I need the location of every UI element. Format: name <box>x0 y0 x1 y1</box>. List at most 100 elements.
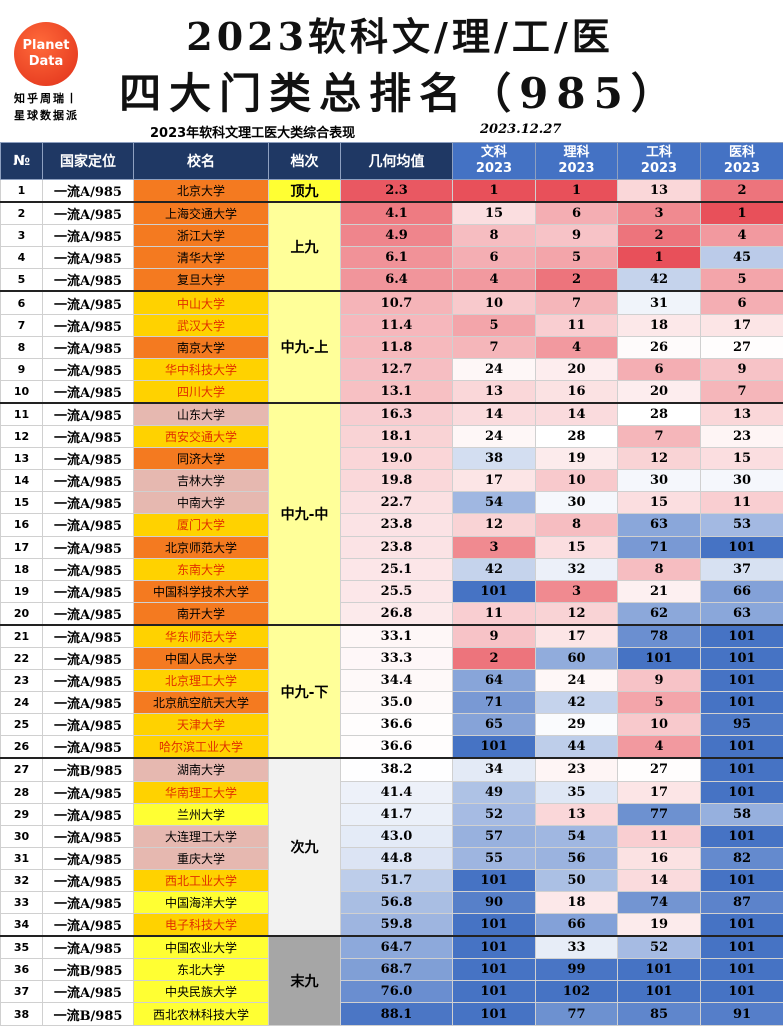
rank: 23 <box>536 758 618 781</box>
row-number: 25 <box>1 714 43 736</box>
geometric-mean: 68.7 <box>341 959 453 981</box>
position: 一流A/985 <box>43 914 134 937</box>
geometric-mean: 36.6 <box>341 714 453 736</box>
column-title: 校名 <box>134 151 268 171</box>
geometric-mean: 4.1 <box>341 202 453 225</box>
rank: 30 <box>618 470 701 492</box>
position: 一流A/985 <box>43 580 134 602</box>
geometric-mean: 38.2 <box>341 758 453 781</box>
school-name: 中山大学 <box>134 291 269 314</box>
rank: 15 <box>453 202 536 225</box>
rank: 12 <box>536 602 618 625</box>
column-year: 2023 <box>618 161 700 177</box>
rank: 12 <box>453 514 536 536</box>
row-number: 37 <box>1 981 43 1003</box>
school-name: 天津大学 <box>134 714 269 736</box>
rank: 53 <box>701 514 783 536</box>
position: 一流A/985 <box>43 847 134 869</box>
rank: 3 <box>453 536 536 558</box>
geometric-mean: 19.0 <box>341 448 453 470</box>
row-number: 21 <box>1 625 43 648</box>
title: 四大门类总排名（985） <box>100 60 700 121</box>
rank: 101 <box>701 781 783 803</box>
rank: 4 <box>536 336 618 358</box>
school-name: 电子科技大学 <box>134 914 269 937</box>
geometric-mean: 59.8 <box>341 914 453 937</box>
rank: 2 <box>536 269 618 292</box>
school-name: 大连理工大学 <box>134 825 269 847</box>
school-name: 西安交通大学 <box>134 426 269 448</box>
rank: 34 <box>453 758 536 781</box>
row-number: 9 <box>1 358 43 380</box>
row-number: 5 <box>1 269 43 292</box>
row-number: 6 <box>1 291 43 314</box>
position: 一流A/985 <box>43 736 134 759</box>
geometric-mean: 18.1 <box>341 426 453 448</box>
rank: 74 <box>618 892 701 914</box>
geometric-mean: 22.7 <box>341 492 453 514</box>
rank: 20 <box>618 380 701 403</box>
rank: 14 <box>453 403 536 426</box>
tier: 中九-上 <box>269 291 341 402</box>
school-name: 中南大学 <box>134 492 269 514</box>
rank: 9 <box>618 670 701 692</box>
school-name: 厦门大学 <box>134 514 269 536</box>
rank: 101 <box>701 959 783 981</box>
rank: 9 <box>453 625 536 648</box>
rank: 102 <box>536 981 618 1003</box>
school-name: 中国海洋大学 <box>134 892 269 914</box>
geometric-mean: 13.1 <box>341 380 453 403</box>
row-number: 27 <box>1 758 43 781</box>
row-number: 35 <box>1 936 43 959</box>
column-header: 校名 <box>134 143 269 180</box>
rank: 5 <box>618 692 701 714</box>
rank: 26 <box>618 336 701 358</box>
rank: 101 <box>701 758 783 781</box>
school-name: 吉林大学 <box>134 470 269 492</box>
rank: 13 <box>453 380 536 403</box>
column-title: 医科 <box>701 145 783 161</box>
rank: 54 <box>536 825 618 847</box>
rank: 16 <box>536 380 618 403</box>
tier: 中九-下 <box>269 625 341 759</box>
rank: 52 <box>618 936 701 959</box>
rank: 7 <box>618 426 701 448</box>
title: 2023软科文/理/工/医 <box>100 6 700 61</box>
rank: 49 <box>453 781 536 803</box>
rank: 101 <box>453 580 536 602</box>
row-number: 26 <box>1 736 43 759</box>
tier: 次九 <box>269 758 341 936</box>
geometric-mean: 11.4 <box>341 314 453 336</box>
geometric-mean: 34.4 <box>341 670 453 692</box>
rank: 42 <box>536 692 618 714</box>
school-name: 武汉大学 <box>134 314 269 336</box>
rank: 15 <box>536 536 618 558</box>
rank: 27 <box>701 336 783 358</box>
rank: 11 <box>536 314 618 336</box>
rank: 71 <box>453 692 536 714</box>
rank: 8 <box>453 225 536 247</box>
rank: 5 <box>536 247 618 269</box>
rank: 3 <box>618 202 701 225</box>
rank: 11 <box>618 825 701 847</box>
tier: 上九 <box>269 202 341 291</box>
school-name: 北京大学 <box>134 180 269 203</box>
column-title: 档次 <box>269 151 340 171</box>
column-title: 几何均值 <box>341 151 452 171</box>
rank: 10 <box>453 291 536 314</box>
rank: 78 <box>618 625 701 648</box>
school-name: 上海交通大学 <box>134 202 269 225</box>
date: 2023.12.27 <box>480 122 561 137</box>
rank: 20 <box>536 358 618 380</box>
rank: 35 <box>536 781 618 803</box>
school-name: 浙江大学 <box>134 225 269 247</box>
position: 一流A/985 <box>43 225 134 247</box>
